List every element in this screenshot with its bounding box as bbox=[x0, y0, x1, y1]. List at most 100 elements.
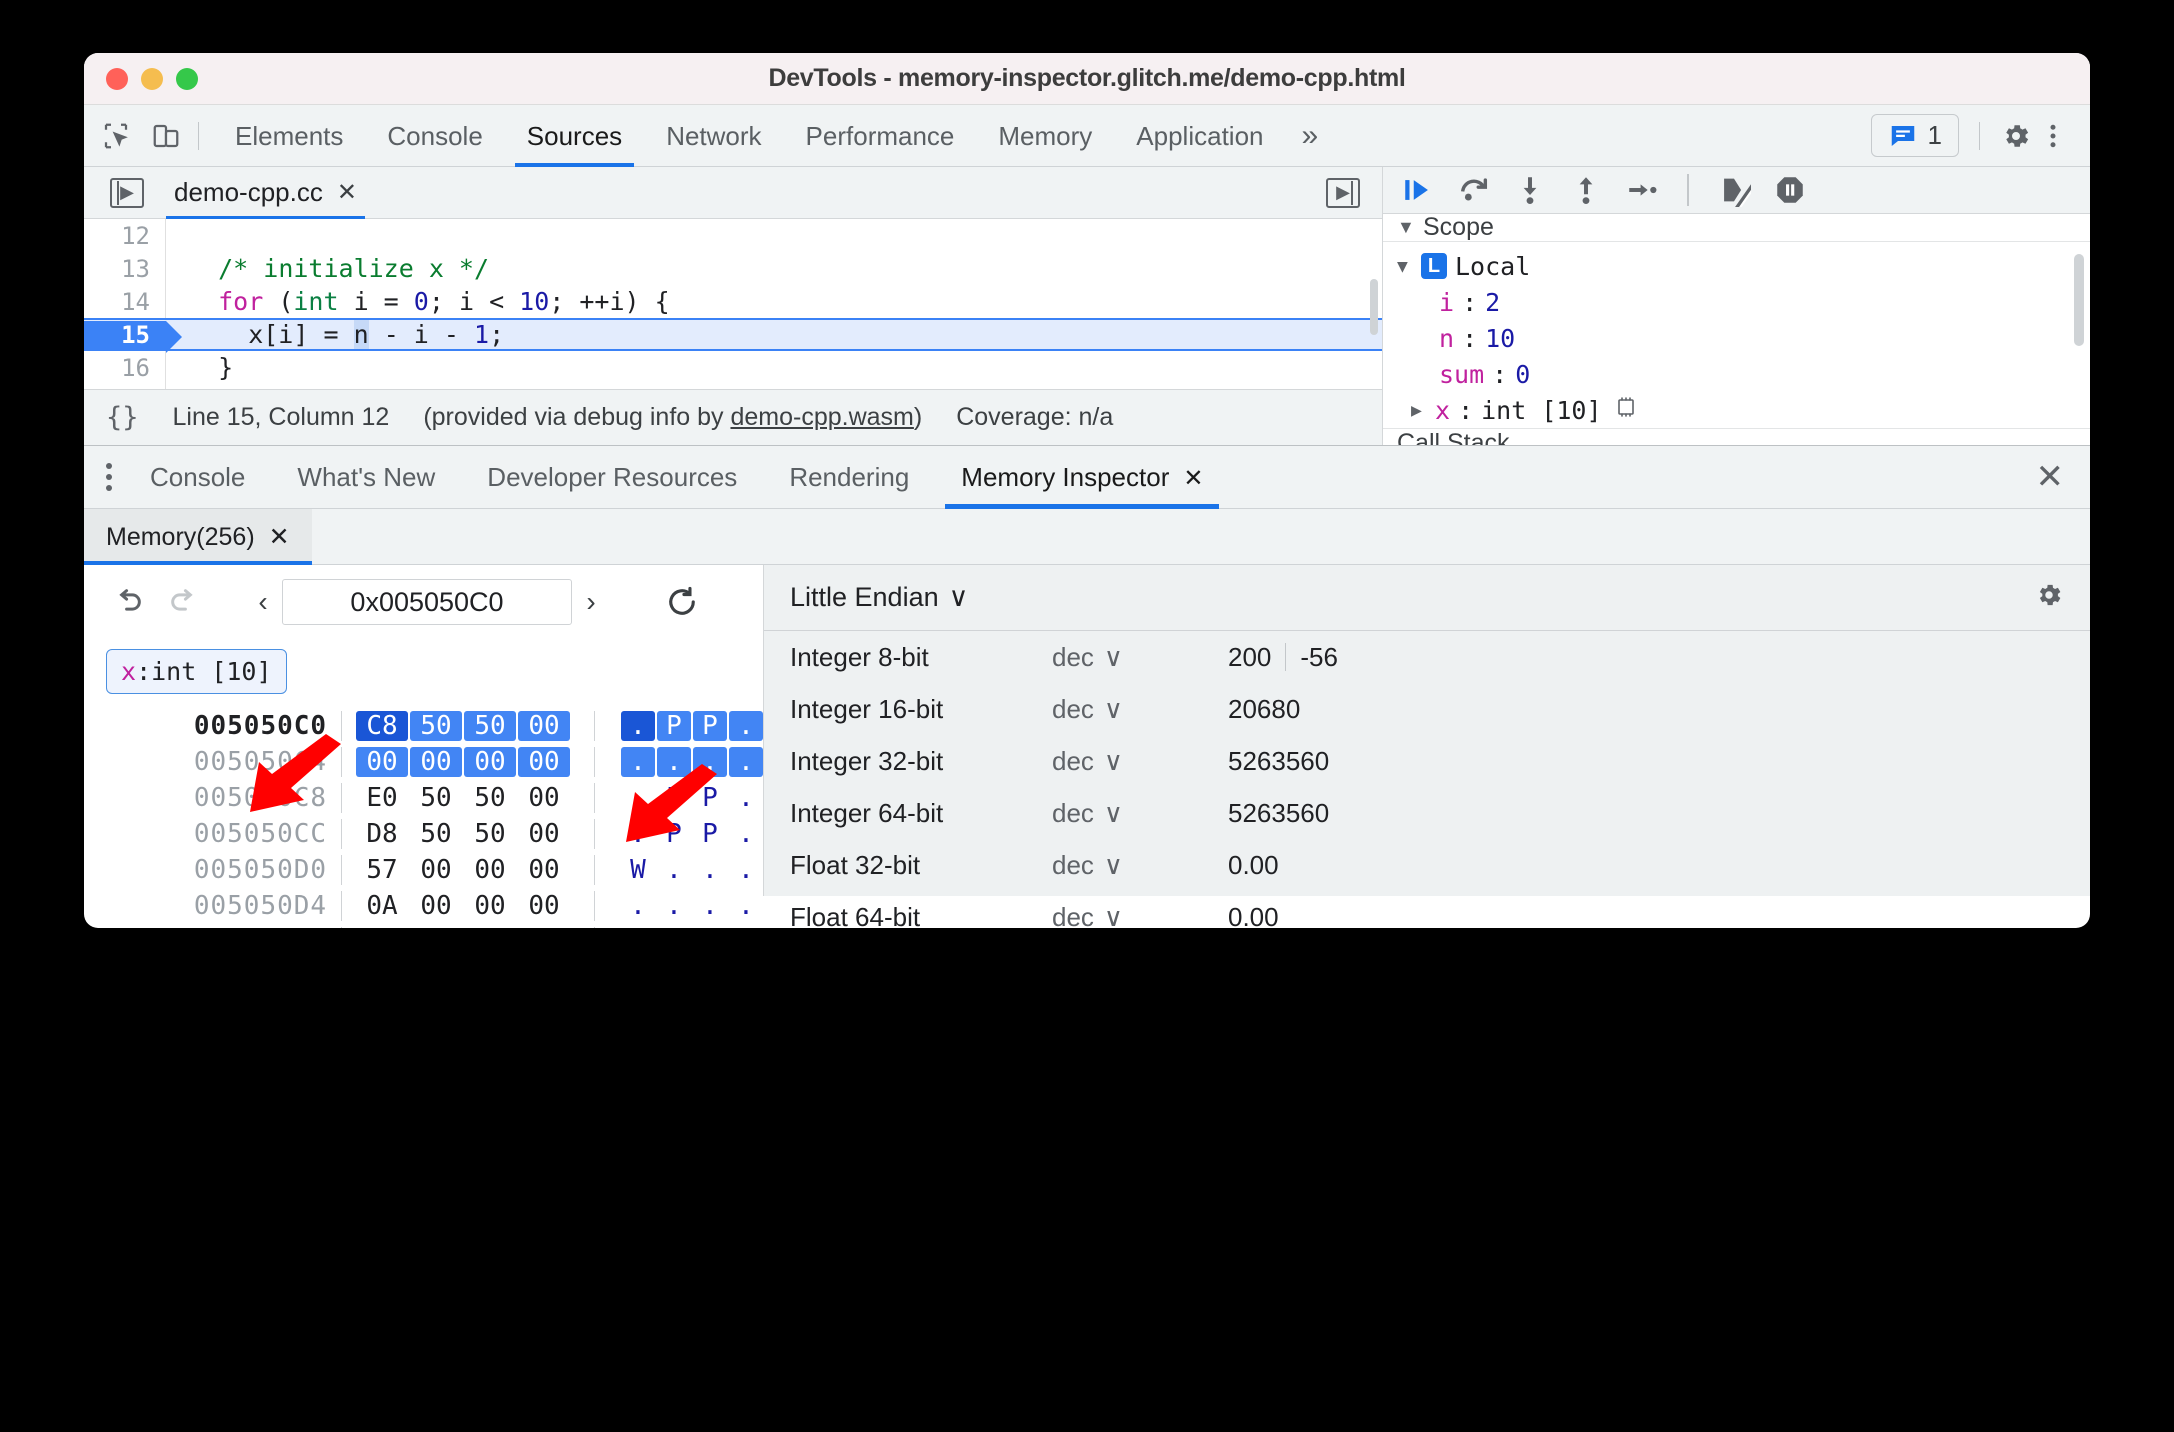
show-navigator-icon[interactable]: ▶ bbox=[110, 177, 144, 208]
ascii-char[interactable]: P bbox=[693, 711, 727, 741]
inspect-element-icon[interactable] bbox=[98, 118, 134, 154]
hex-byte[interactable]: 00 bbox=[474, 855, 506, 885]
ascii-char[interactable]: . bbox=[693, 747, 727, 777]
more-options-icon[interactable] bbox=[2038, 121, 2068, 151]
hex-byte[interactable]: 00 bbox=[474, 891, 506, 921]
hex-byte[interactable]: E0 bbox=[366, 783, 398, 813]
hex-row[interactable]: 005050D800000000.... bbox=[84, 924, 763, 928]
call-stack-header[interactable]: Call Stack bbox=[1383, 428, 2090, 445]
hex-byte[interactable]: 50 bbox=[474, 819, 506, 849]
code-line[interactable]: 14 for (int i = 0; i < 10; ++i) { bbox=[84, 285, 1382, 318]
line-number[interactable]: 16 bbox=[121, 353, 150, 382]
ascii-char[interactable]: . bbox=[738, 819, 754, 849]
drawer-tab-console[interactable]: Console bbox=[150, 462, 246, 492]
value-mode-selector[interactable]: dec ∨ bbox=[1052, 746, 1228, 777]
close-icon[interactable]: ✕ bbox=[1183, 465, 1204, 492]
line-number[interactable]: 13 bbox=[121, 254, 150, 283]
scope-scrollbar[interactable] bbox=[2074, 254, 2084, 347]
close-icon[interactable]: ✕ bbox=[268, 522, 290, 551]
hex-byte[interactable]: 50 bbox=[420, 783, 452, 813]
tab-memory[interactable]: Memory bbox=[998, 120, 1093, 151]
drawer-tab-rendering[interactable]: Rendering bbox=[789, 462, 910, 492]
drawer-tab-developer-resources[interactable]: Developer Resources bbox=[487, 462, 738, 492]
hex-byte[interactable]: 00 bbox=[528, 783, 560, 813]
step-into-icon[interactable] bbox=[1513, 173, 1547, 207]
close-icon[interactable]: ✕ bbox=[336, 179, 357, 206]
deactivate-breakpoints-icon[interactable] bbox=[1717, 173, 1751, 207]
resume-script-icon[interactable] bbox=[1401, 173, 1435, 207]
hex-byte[interactable]: 00 bbox=[528, 855, 560, 885]
code-line[interactable]: 17 bbox=[84, 384, 1382, 390]
ascii-char[interactable]: W bbox=[630, 855, 646, 885]
value-mode-selector[interactable]: dec ∨ bbox=[1052, 798, 1228, 829]
hex-row[interactable]: 005050D0 57 00 00 00 W... bbox=[84, 852, 763, 888]
tab-network[interactable]: Network bbox=[666, 120, 762, 151]
line-number[interactable]: 15 bbox=[84, 320, 182, 353]
hex-byte[interactable]: 00 bbox=[356, 747, 409, 777]
hex-byte[interactable]: 57 bbox=[366, 855, 398, 885]
value-mode-selector[interactable]: dec ∨ bbox=[1052, 902, 1228, 929]
step-out-icon[interactable] bbox=[1569, 173, 1603, 207]
ascii-char[interactable]: P bbox=[657, 711, 691, 741]
drawer-more-options-icon[interactable] bbox=[106, 463, 112, 491]
hex-byte[interactable]: 50 bbox=[464, 711, 517, 741]
step-icon[interactable] bbox=[1625, 173, 1659, 207]
tab-performance[interactable]: Performance bbox=[805, 120, 955, 151]
hex-dump[interactable]: 005050C0 C8 50 50 00. P P. 005050C4 00 00 00 00....… bbox=[84, 708, 763, 928]
address-input[interactable] bbox=[282, 579, 572, 625]
endianness-selector[interactable]: Little Endian ∨ bbox=[790, 582, 968, 613]
ascii-char[interactable]: . bbox=[729, 747, 763, 777]
variable-row-sum[interactable]: sum : 0 bbox=[1383, 356, 2090, 392]
value-mode-selector[interactable]: dec ∨ bbox=[1052, 642, 1228, 673]
ascii-char[interactable]: . bbox=[621, 927, 655, 928]
ascii-char[interactable]: . bbox=[738, 891, 754, 921]
hex-byte[interactable]: 00 bbox=[410, 747, 463, 777]
ascii-char[interactable]: . bbox=[621, 711, 655, 741]
hex-byte[interactable]: 00 bbox=[420, 855, 452, 885]
ascii-char[interactable]: . bbox=[657, 747, 691, 777]
chevron-down-icon[interactable]: ▼ bbox=[1397, 255, 1408, 277]
scope-local-row[interactable]: ▼ L Local bbox=[1383, 248, 2090, 284]
ascii-char[interactable]: . bbox=[729, 927, 763, 928]
ascii-char[interactable]: P bbox=[666, 783, 682, 813]
tab-console[interactable]: Console bbox=[387, 120, 483, 151]
ascii-char[interactable]: . bbox=[630, 783, 646, 813]
variable-row-i[interactable]: i : 2 bbox=[1383, 284, 2090, 320]
ascii-char[interactable]: . bbox=[621, 747, 655, 777]
variable-row-n[interactable]: n : 10 bbox=[1383, 320, 2090, 356]
highlighted-object-chip[interactable]: x: int [10] bbox=[106, 649, 287, 694]
ascii-char[interactable]: P bbox=[702, 819, 718, 849]
hex-byte[interactable]: 00 bbox=[464, 747, 517, 777]
ascii-char[interactable]: P bbox=[702, 783, 718, 813]
ascii-char[interactable]: . bbox=[738, 783, 754, 813]
code-line[interactable]: 13 /* initialize x */ bbox=[84, 252, 1382, 285]
pretty-print-icon[interactable]: {} bbox=[106, 402, 139, 433]
hex-row[interactable]: 005050D4 0A 00 00 00.... bbox=[84, 888, 763, 924]
scope-section-header[interactable]: ▼ Scope bbox=[1383, 214, 2090, 243]
pause-on-exceptions-icon[interactable] bbox=[1773, 173, 1807, 207]
wasm-source-link[interactable]: demo-cpp.wasm bbox=[730, 403, 914, 431]
ascii-char[interactable]: P bbox=[666, 819, 682, 849]
close-window-button[interactable] bbox=[106, 67, 128, 90]
value-inspector-settings-icon[interactable] bbox=[2034, 580, 2064, 615]
more-tabs-icon[interactable]: » bbox=[1301, 118, 1319, 152]
code-line[interactable]: 16 } bbox=[84, 351, 1382, 384]
ascii-char[interactable]: . bbox=[666, 855, 682, 885]
ascii-char[interactable]: . bbox=[666, 891, 682, 921]
chevron-right-icon[interactable]: ▶ bbox=[1411, 399, 1422, 421]
value-mode-selector[interactable]: dec ∨ bbox=[1052, 850, 1228, 881]
hex-row[interactable]: 005050C8 E0 50 50 00. P P. bbox=[84, 780, 763, 816]
hex-byte[interactable]: 00 bbox=[518, 747, 571, 777]
code-editor[interactable]: 12 13 /* initialize x */14 for (int i = 0… bbox=[84, 219, 1382, 389]
line-number[interactable]: 14 bbox=[121, 287, 150, 316]
code-line-current[interactable]: 15 x[i] = n - i - 1; bbox=[84, 318, 1382, 353]
editor-scrollbar[interactable] bbox=[1370, 279, 1378, 335]
hex-byte[interactable]: 00 bbox=[518, 711, 571, 741]
hex-byte[interactable]: 00 bbox=[464, 927, 516, 928]
hex-byte[interactable]: 00 bbox=[528, 819, 560, 849]
step-over-icon[interactable] bbox=[1457, 173, 1491, 207]
window-controls[interactable] bbox=[106, 67, 198, 90]
drawer-tab-memory-inspector[interactable]: Memory Inspector ✕ bbox=[935, 445, 1229, 509]
minimize-window-button[interactable] bbox=[141, 67, 163, 90]
open-memory-inspector-icon[interactable] bbox=[1614, 395, 1638, 425]
